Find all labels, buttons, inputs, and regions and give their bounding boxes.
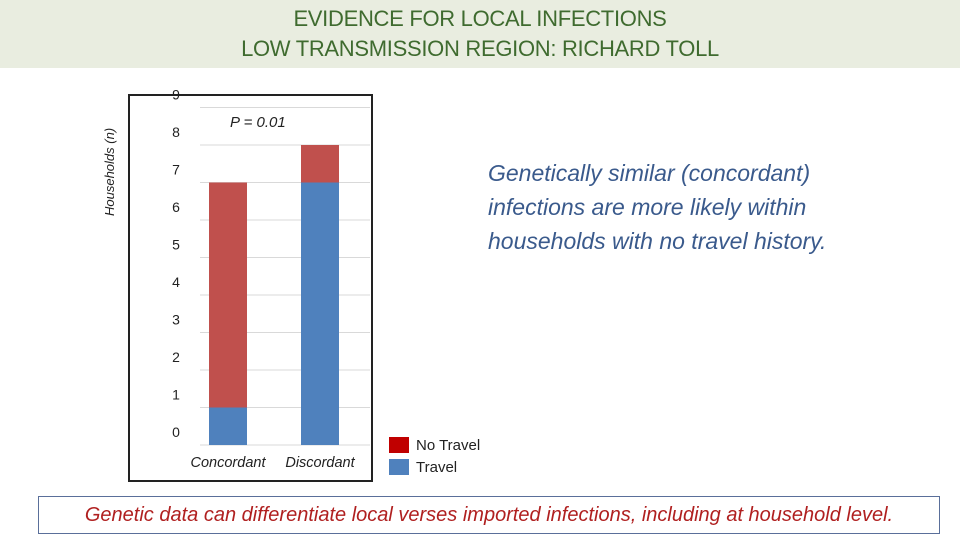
y-tick-label-5: 5: [172, 237, 180, 253]
y-tick-label-3: 3: [172, 312, 180, 328]
conclusion-box: Genetic data can differentiate local ver…: [38, 496, 940, 534]
y-tick-label-0: 0: [172, 424, 180, 440]
y-tick-label-2: 2: [172, 349, 180, 365]
title-band: [0, 0, 960, 68]
conclusion-text: Genetic data can differentiate local ver…: [84, 503, 894, 526]
y-tick-label-4: 4: [172, 274, 180, 290]
legend-swatch-travel: [389, 459, 409, 475]
y-tick-label-6: 6: [172, 199, 180, 215]
legend-label-no-travel: No Travel: [416, 436, 481, 454]
y-tick-label-1: 1: [172, 387, 180, 403]
y-tick-label-9: 9: [172, 87, 180, 103]
bar-concordant-travel: [209, 407, 247, 445]
bar-concordant-no-travel: [209, 182, 247, 408]
p-value-annotation: P = 0.01: [230, 114, 286, 131]
y-axis-label: Households (n): [102, 127, 117, 216]
slide-title-line-2: LOW TRANSMISSION REGION: RICHARD TOLL: [241, 36, 719, 61]
legend-label-travel: Travel: [416, 458, 458, 476]
bar-discordant-no-travel: [301, 145, 339, 183]
y-tick-label-8: 8: [172, 124, 180, 140]
legend-item-no-travel: No Travel: [389, 434, 480, 456]
finding-annotation: Genetically similar (concordant) infecti…: [488, 160, 827, 254]
bar-discordant-travel: [301, 182, 339, 445]
x-tick-label-concordant: Concordant: [191, 455, 267, 471]
slide-title-line-1: EVIDENCE FOR LOCAL INFECTIONS: [293, 6, 667, 31]
legend-item-travel: Travel: [389, 456, 480, 478]
legend: No Travel Travel: [389, 434, 480, 478]
y-tick-label-7: 7: [172, 162, 180, 178]
legend-swatch-no-travel: [389, 437, 409, 453]
x-tick-label-discordant: Discordant: [285, 455, 355, 471]
